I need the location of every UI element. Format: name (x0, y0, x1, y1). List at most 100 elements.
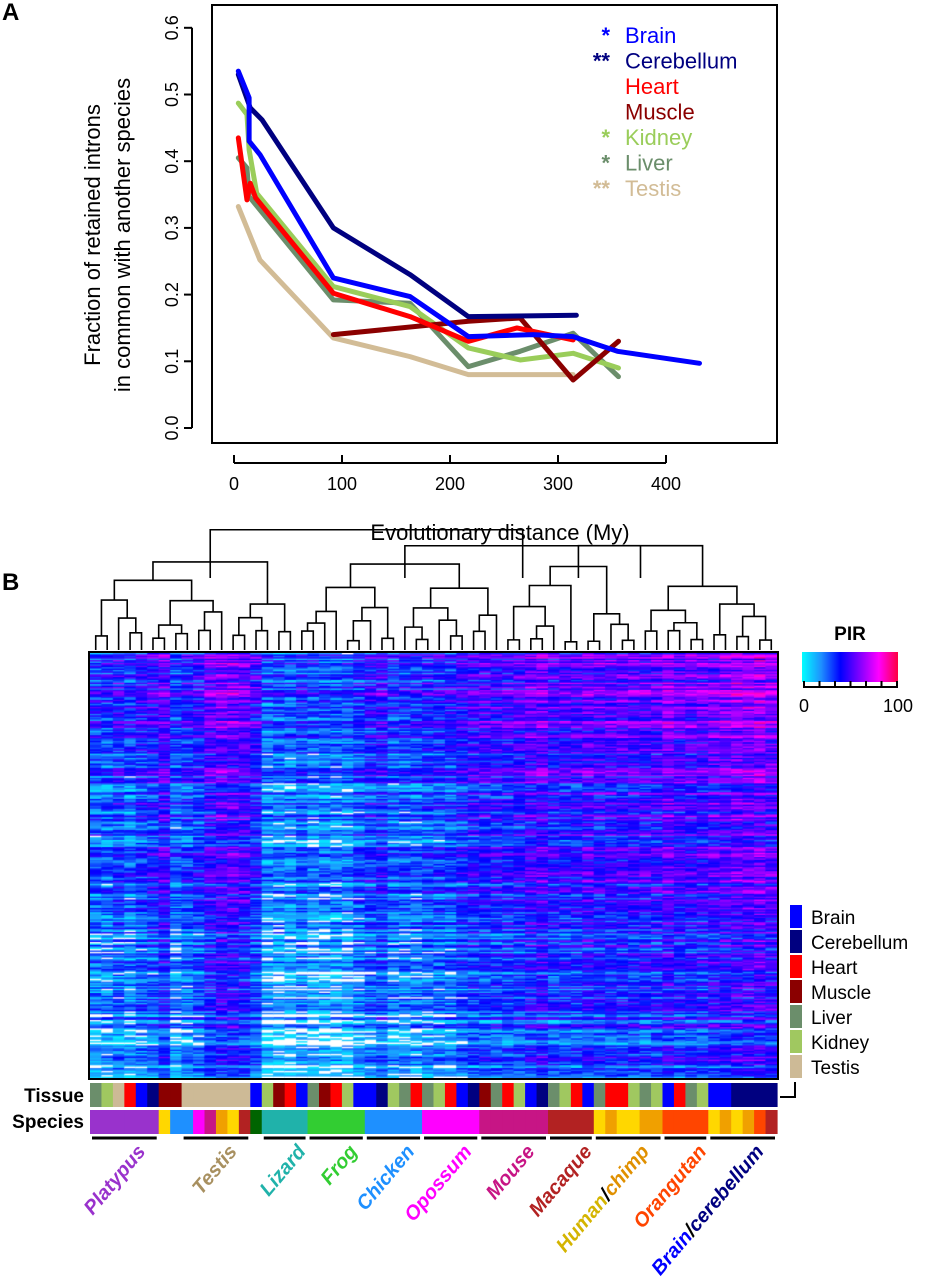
series-line-brain (235, 68, 702, 366)
legend-swatch-brain (790, 905, 802, 928)
legend-swatch-testis (790, 1055, 802, 1078)
heatmap (90, 653, 777, 1078)
legend-bracket (780, 1082, 796, 1098)
tissue-cell-brain (353, 1083, 366, 1107)
dendrogram-branch (587, 640, 601, 650)
species-cell-frog (341, 1110, 354, 1134)
species-cell-platypus (101, 1110, 114, 1134)
dendrogram-branch (438, 619, 458, 650)
group-label-frog: Frog (317, 1141, 362, 1189)
tissue-cell-cerebellum (536, 1083, 549, 1107)
y-tick-label: 0.2 (162, 282, 182, 307)
species-cell-platypus (147, 1110, 160, 1134)
x-axis: 0 100 200 300 400 (229, 455, 681, 494)
species-cell-macaque (765, 1110, 778, 1134)
species-cell-mouse (536, 1110, 549, 1134)
species-cell-opossum (456, 1110, 469, 1134)
tissue-cell-heart (284, 1083, 297, 1107)
tissue-cell-brain (135, 1083, 148, 1107)
x-tick-label: 400 (651, 474, 681, 494)
tissue-cell-cerebellum (742, 1083, 755, 1107)
tissue-cell-liver (422, 1083, 435, 1107)
dendrogram-branch (113, 579, 193, 601)
tissue-cell-brain (582, 1083, 595, 1107)
tissue-cell-kidney (628, 1083, 641, 1107)
x-tick-label: 0 (229, 474, 239, 494)
dendrogram-branch (169, 599, 214, 626)
tissue-cell-muscle (479, 1083, 492, 1107)
species-cell-mouse (490, 1110, 503, 1134)
species-cell-human (616, 1110, 629, 1134)
dendrogram-branch (472, 630, 486, 650)
dendrogram-branch (381, 637, 395, 650)
group-label-mouse: Mouse (482, 1141, 540, 1204)
dendrogram-branch (232, 634, 246, 650)
x-tick-label: 100 (327, 474, 357, 494)
dendrogram-branch (404, 626, 423, 650)
legend-label-brain: Brain (811, 908, 855, 929)
dendrogram-branch (478, 614, 498, 650)
species-cell-opossum (433, 1110, 446, 1134)
tissue-cell-liver (307, 1083, 320, 1107)
tissue-cell-kidney (696, 1083, 709, 1107)
dendrogram-branch (175, 632, 189, 650)
group-label-part: Platypus (80, 1141, 150, 1219)
species-cell-lizard (261, 1110, 274, 1134)
species-cell-orangutan (754, 1110, 767, 1134)
dendrogram-branch (100, 599, 129, 636)
tissue-cell-liver (90, 1083, 103, 1107)
colorbar-min-label: 0 (799, 696, 809, 716)
tissue-cell-kidney (559, 1083, 572, 1107)
species-cell-macaque (559, 1110, 572, 1134)
tissue-cell-heart (570, 1083, 583, 1107)
tissue-cell-muscle (158, 1083, 171, 1107)
dendrogram-branch (610, 623, 629, 650)
tissue-cell-heart (605, 1083, 618, 1107)
species-cell-orangutan (673, 1110, 686, 1134)
species-cell-chimp (215, 1110, 228, 1134)
dendrogram-branch (528, 584, 572, 642)
species-row-label: Species (12, 1112, 84, 1133)
tissue-annotation-strip (90, 1083, 778, 1107)
species-cell-chicken (181, 1110, 194, 1134)
series-line-liver (235, 155, 621, 380)
species-cell-orangutan (662, 1110, 675, 1134)
y-tick-label: 0.6 (162, 15, 182, 40)
legend-label-liver: Liver (625, 151, 673, 176)
species-cell-frog (353, 1110, 366, 1134)
legend-label-heart: Heart (811, 958, 858, 979)
dendrogram-branch (94, 635, 108, 650)
tissue-cell-brain (719, 1083, 732, 1107)
dendrogram-branch (412, 607, 449, 628)
dendrogram-branch (667, 629, 681, 650)
group-label-part: chimp (599, 1141, 654, 1200)
species-cell-opossum (467, 1110, 480, 1134)
species-cell-human (593, 1110, 606, 1134)
dendrogram-branch (507, 639, 521, 650)
tissue-cell-heart (444, 1083, 457, 1107)
species-cell-lizard (284, 1110, 297, 1134)
tissue-cell-cerebellum (765, 1083, 778, 1107)
tissue-row-label: Tissue (24, 1086, 84, 1107)
dendrogram-branch (512, 605, 546, 640)
tissue-cell-testis (193, 1083, 206, 1107)
species-cell-platypus (112, 1110, 125, 1134)
species-cell-frog (330, 1110, 343, 1134)
species-cell-chicken (399, 1110, 412, 1134)
group-label-part: Testis (188, 1141, 242, 1199)
species-cell-frog (307, 1110, 320, 1134)
y-tick-label: 0.1 (162, 349, 182, 374)
dendrogram-branch (197, 629, 212, 650)
species-cell-mouse (479, 1110, 492, 1134)
species-cell-macaque (238, 1110, 251, 1134)
dendrogram-branch (415, 638, 429, 650)
legend-swatch-cerebellum (790, 930, 802, 953)
species-cell-mouse (502, 1110, 515, 1134)
series-line-kidney (235, 100, 621, 371)
species-cell-platypus (90, 1110, 103, 1134)
species-cell-platypus (135, 1110, 148, 1134)
legend-label-testis: Testis (811, 1058, 860, 1079)
y-tick-label: 0.0 (162, 415, 182, 440)
